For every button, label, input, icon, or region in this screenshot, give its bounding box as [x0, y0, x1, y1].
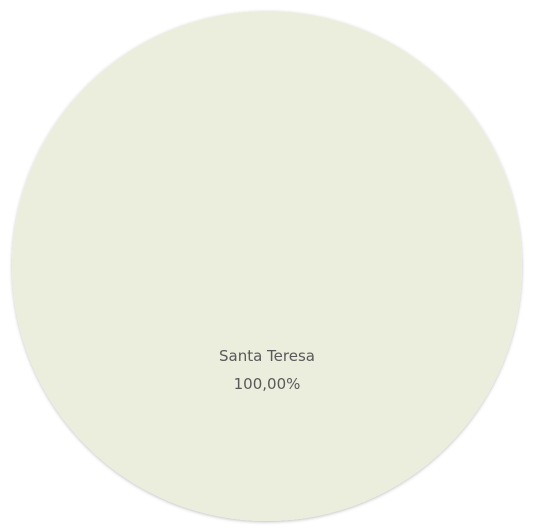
slice-category-label: Santa Teresa: [219, 347, 315, 365]
pie: [12, 11, 522, 521]
pie-slice: [12, 11, 522, 521]
slice-value-label: 100,00%: [234, 375, 301, 393]
